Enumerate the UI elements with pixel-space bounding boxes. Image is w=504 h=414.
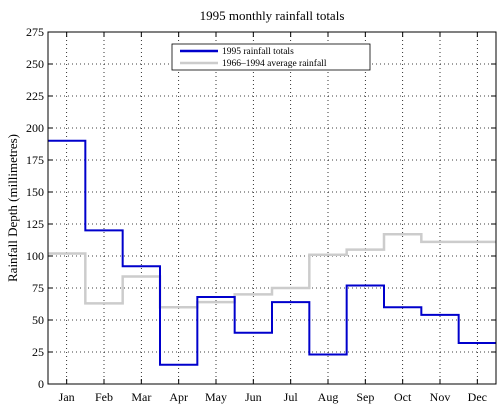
x-tick-label: May: [205, 390, 227, 404]
chart-title: 1995 monthly rainfall totals: [200, 8, 345, 23]
x-tick-label: Jun: [245, 390, 262, 404]
y-tick-label: 25: [32, 345, 44, 359]
series-line-average: [48, 232, 496, 309]
x-tick-label: Jul: [284, 390, 299, 404]
legend-label-1995: 1995 rainfall totals: [222, 46, 294, 57]
x-tick-label: Dec: [468, 390, 487, 404]
y-tick-label: 100: [26, 249, 44, 263]
y-tick-label: 225: [26, 89, 44, 103]
x-tick-label: Oct: [394, 390, 412, 404]
y-tick-label: 125: [26, 217, 44, 231]
legend-box: [171, 43, 371, 71]
y-tick-label: 175: [26, 153, 44, 167]
series-lines: [48, 139, 496, 366]
x-tick-label: Sep: [356, 390, 374, 404]
x-tick-label: Apr: [169, 390, 188, 404]
legend-label-average: 1966–1994 average rainfall: [222, 58, 327, 69]
y-axis-label: Rainfall Depth (millimetres): [5, 134, 20, 282]
x-tick-label: Nov: [430, 390, 451, 404]
y-tick-label: 75: [32, 281, 44, 295]
x-tick-label: Mar: [131, 390, 151, 404]
x-tick-label: Feb: [95, 390, 113, 404]
y-tick-label: 200: [26, 121, 44, 135]
y-tick-label: 275: [26, 25, 44, 39]
plot-frame: [47, 31, 497, 385]
y-tick-label: 0: [38, 377, 44, 391]
y-tick-label: 50: [32, 313, 44, 327]
y-tick-label: 250: [26, 57, 44, 71]
x-tick-label: Aug: [318, 390, 339, 404]
series-line-1995: [48, 139, 496, 366]
legend: 1995 rainfall totals 1966–1994 average r…: [171, 43, 371, 71]
y-tick-label: 150: [26, 185, 44, 199]
axis-ticks: 0 25 50 75 100 125 150 175 200 225 250 275 Jan Feb Mar…: [26, 25, 496, 404]
x-tick-label: Jan: [59, 390, 75, 404]
